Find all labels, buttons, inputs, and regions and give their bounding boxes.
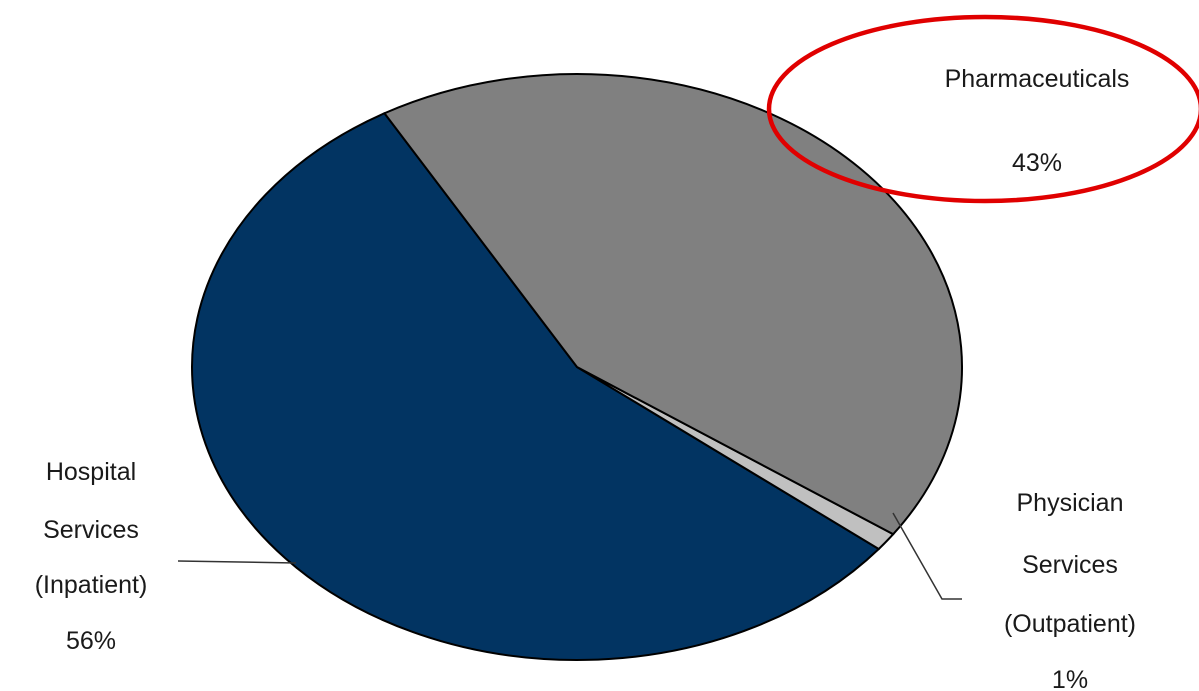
hospital-value-label: 56% bbox=[66, 627, 116, 655]
hospital-label-line-1: Hospital bbox=[46, 458, 136, 486]
physician-label-line-1: Physician bbox=[1017, 489, 1124, 517]
pie-slices bbox=[191, 73, 963, 661]
hospital-label-line-3: (Inpatient) bbox=[35, 571, 148, 599]
label-physician: Physician Services (Outpatient) 1% bbox=[1004, 489, 1136, 691]
pharmaceuticals-label: Pharmaceuticals bbox=[945, 65, 1130, 93]
physician-label-line-2: Services bbox=[1022, 551, 1118, 579]
leader-line-physician bbox=[892, 512, 962, 600]
pie-slice-hospital bbox=[191, 112, 881, 661]
pie-slice-pharmaceuticals bbox=[382, 73, 963, 536]
physician-label-line-3: (Outpatient) bbox=[1004, 610, 1136, 638]
pharmaceuticals-value-label: 43% bbox=[1012, 149, 1062, 177]
highlight-ellipse bbox=[766, 14, 1199, 204]
label-hospital: Hospital Services (Inpatient) 56% bbox=[35, 458, 148, 655]
label-pharmaceuticals: Pharmaceuticals 43% bbox=[945, 65, 1130, 177]
leader-line-hospital bbox=[177, 560, 297, 564]
hospital-label-line-2: Services bbox=[43, 516, 139, 544]
physician-value-label: 1% bbox=[1052, 666, 1088, 691]
